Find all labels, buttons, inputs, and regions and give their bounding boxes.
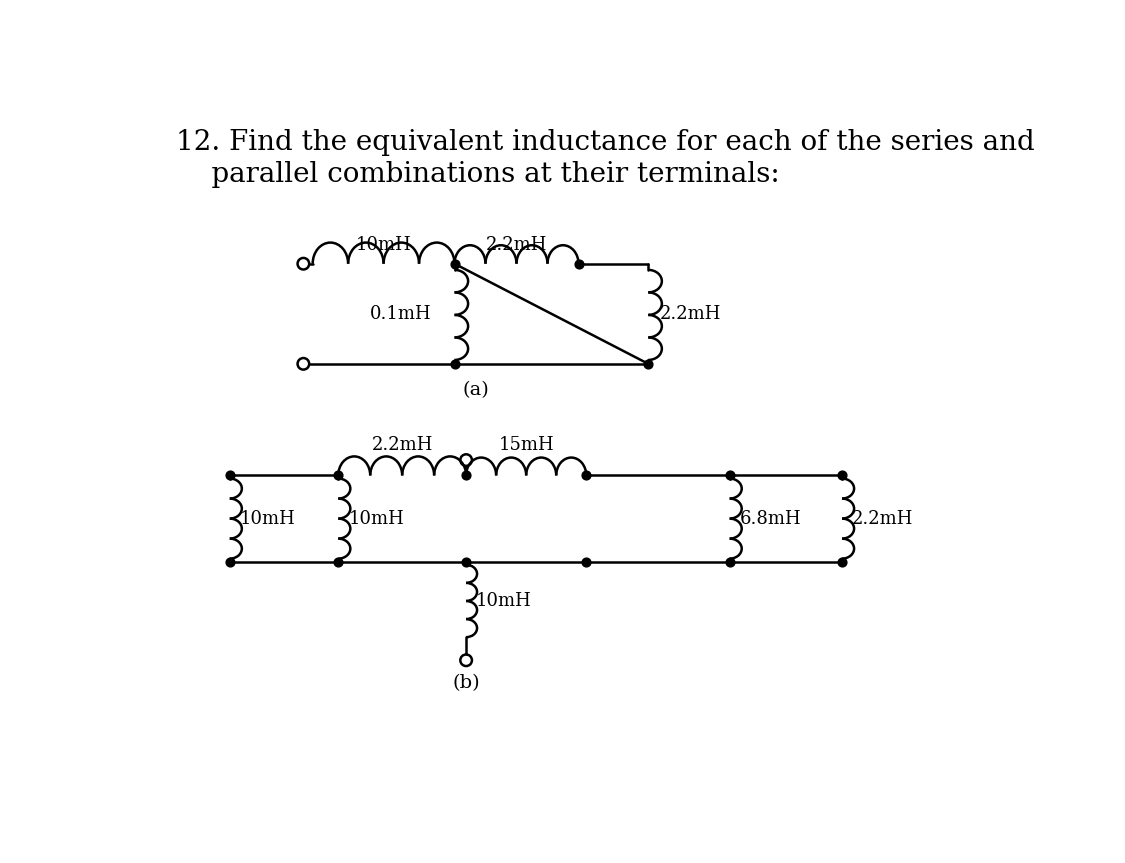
Text: (b): (b) — [452, 674, 480, 692]
Text: 2.2mH: 2.2mH — [660, 305, 721, 323]
Text: 2.2mH: 2.2mH — [852, 509, 914, 527]
Point — [577, 555, 595, 569]
Point — [721, 469, 739, 482]
Point — [220, 555, 238, 569]
Text: 0.1mH: 0.1mH — [370, 305, 431, 323]
Point — [457, 469, 475, 482]
Point — [721, 555, 739, 569]
Text: 15mH: 15mH — [498, 436, 554, 454]
Text: 2.2mH: 2.2mH — [371, 436, 433, 454]
Text: 10mH: 10mH — [349, 509, 404, 527]
Text: 6.8mH: 6.8mH — [740, 509, 801, 527]
Point — [220, 469, 238, 482]
Text: 10mH: 10mH — [476, 592, 532, 610]
Point — [832, 469, 850, 482]
Point — [446, 357, 463, 371]
Point — [639, 357, 657, 371]
Point — [569, 257, 587, 271]
Point — [832, 555, 850, 569]
Point — [330, 469, 348, 482]
Text: (a): (a) — [462, 381, 489, 399]
Point — [577, 469, 595, 482]
Text: 10mH: 10mH — [240, 509, 296, 527]
Text: 12. Find the equivalent inductance for each of the series and: 12. Find the equivalent inductance for e… — [176, 129, 1034, 156]
Text: 10mH: 10mH — [356, 236, 412, 255]
Text: 2.2mH: 2.2mH — [486, 236, 547, 255]
Point — [457, 555, 475, 569]
Point — [446, 257, 463, 271]
Point — [330, 555, 348, 569]
Text: parallel combinations at their terminals:: parallel combinations at their terminals… — [176, 161, 780, 188]
